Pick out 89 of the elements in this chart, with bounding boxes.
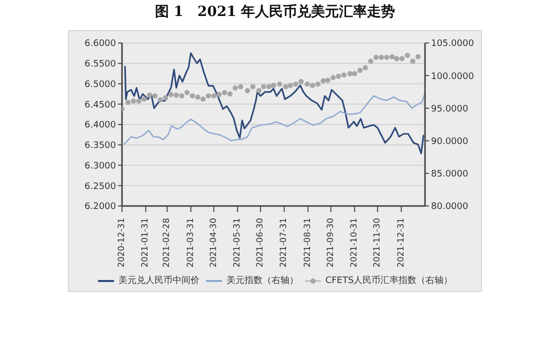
point [283,84,288,90]
point [126,100,131,105]
point [347,71,353,76]
legend-label: 美元兑人民币中间价 [118,274,200,287]
point [195,94,200,100]
legend-label: CFETS人民币汇率指数（右轴） [325,274,453,287]
x-tick-label: 2021-01-31 [140,218,151,268]
point [336,74,342,79]
point [152,93,158,98]
point [404,52,410,58]
x-tick-label: 2020-12-31 [117,218,127,268]
y2-tick-label: 95.0000 [431,104,468,114]
y-tick-label: 6.4000 [84,120,116,131]
x-tick-label: 2021-06-30 [255,218,266,268]
x-tick-label: 2021-10-31 [350,218,360,268]
y2-tick-label: 80.0000 [431,202,468,212]
point [256,88,262,94]
point [373,54,379,60]
point [216,92,222,98]
y2-tick-label: 90.0000 [431,136,468,147]
y2-tick-label: 100.0000 [431,72,474,82]
y-tick-label: 6.3000 [84,161,116,172]
point [158,97,163,102]
point [250,84,256,90]
point [410,58,416,64]
x-tick-label: 2021-02-28 [162,218,172,268]
point [232,85,238,91]
point [368,58,374,64]
point [222,90,228,96]
point [288,82,293,88]
point [163,95,168,100]
point [304,81,310,87]
point [362,65,368,70]
y-tick-label: 6.4500 [84,100,116,110]
line-series [124,52,424,154]
x-tick-label: 2021-12-31 [396,218,406,268]
point [244,88,250,94]
x-tick-label: 2021-04-30 [208,218,219,268]
point [325,78,330,83]
x-tick-label: 2021-08-31 [302,218,313,268]
point [142,96,147,102]
line-series [124,92,425,145]
point [394,56,400,62]
y-tick-label: 6.2000 [84,202,116,212]
point [190,93,195,98]
y2-tick-label: 105.0000 [431,39,474,50]
point [416,54,421,60]
y-tick-label: 6.6000 [84,39,116,50]
x-tick-label: 2021-07-31 [279,218,290,268]
point [206,93,212,98]
y2-tick-label: 85.0000 [431,170,468,180]
point [238,84,244,90]
point [384,54,390,60]
point [310,82,316,88]
point [341,72,346,78]
point [330,74,336,80]
x-tick-label: 2021-11-30 [372,218,383,268]
point [146,92,152,98]
point [298,78,304,84]
point [168,92,174,98]
x-tick-label: 2021-09-30 [326,218,336,268]
point [378,54,384,60]
point [357,68,363,73]
point [266,84,272,90]
point [315,81,320,87]
point [200,96,206,102]
point [174,92,179,98]
point [399,56,405,62]
point [211,93,216,98]
y-tick-label: 6.5500 [84,60,116,70]
chart-title: 图 1 2021 年人民币兑美元汇率走势 [154,3,396,21]
x-tick-label: 2021-03-31 [186,218,196,268]
point [293,81,298,87]
point [227,91,232,96]
point [270,82,276,88]
point [136,98,142,104]
legend-label: 美元指数（右轴） [226,274,298,287]
x-tick-label: 2021-05-31 [232,218,243,268]
point [390,54,395,60]
point [320,78,326,84]
point [260,84,266,90]
point [179,93,184,98]
y-tick-label: 6.2500 [84,182,116,192]
point [184,90,190,96]
y-tick-label: 6.5000 [84,80,116,90]
point [277,81,282,87]
point [130,98,136,104]
point [352,71,358,76]
y-tick-label: 6.3500 [84,141,116,152]
